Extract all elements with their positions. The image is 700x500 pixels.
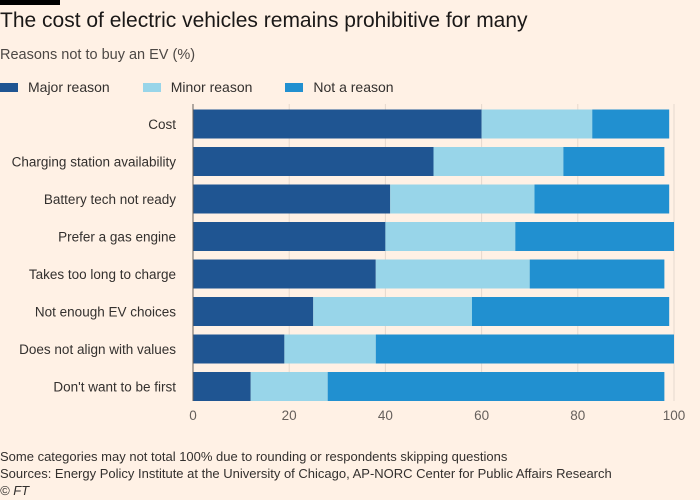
- bar-segment-not-a-reason: [529, 259, 665, 289]
- bar-segment-minor-reason: [481, 109, 593, 139]
- bar-segment-major-reason: [193, 334, 285, 364]
- bar-segment-not-a-reason: [592, 109, 670, 139]
- legend-label-not: Not a reason: [313, 79, 394, 95]
- bar-segment-major-reason: [193, 372, 251, 401]
- bar-segment-not-a-reason: [471, 297, 670, 326]
- x-tick-label: 0: [189, 408, 197, 423]
- legend-item-minor: Minor reason: [142, 79, 253, 95]
- category-label: Don't want to be first: [53, 380, 176, 395]
- bar-segment-major-reason: [193, 222, 386, 251]
- x-tick-label: 40: [378, 408, 393, 423]
- bar-segment-minor-reason: [250, 372, 328, 401]
- x-tick-label: 100: [663, 408, 686, 423]
- bar-segment-minor-reason: [284, 334, 376, 364]
- footnote: Some categories may not total 100% due t…: [0, 449, 508, 464]
- ft-credit: © FT: [0, 483, 30, 498]
- category-label: Does not align with values: [19, 342, 176, 357]
- ft-brand-bar: [0, 0, 60, 5]
- bar-segment-not-a-reason: [375, 334, 674, 364]
- legend-swatch-not: [285, 82, 304, 92]
- category-label: Charging station availability: [12, 155, 177, 170]
- bar-segment-major-reason: [193, 184, 391, 214]
- category-label: Takes too long to charge: [29, 267, 176, 282]
- category-label: Cost: [148, 117, 176, 132]
- stacked-bar-chart: Cost Charging station availability Battery…: [12, 104, 686, 423]
- bar-segment-minor-reason: [390, 184, 535, 214]
- legend-label-major: Major reason: [28, 79, 110, 95]
- category-label: Prefer a gas engine: [58, 230, 176, 245]
- bar-segment-not-a-reason: [515, 222, 674, 251]
- legend: Major reason Minor reason Not a reason: [0, 79, 427, 95]
- chart-subtitle: Reasons not to buy an EV (%): [0, 47, 196, 63]
- bar-segment-major-reason: [193, 109, 482, 139]
- chart-title: The cost of electric vehicles remains pr…: [0, 9, 528, 32]
- bar-segment-major-reason: [193, 147, 434, 176]
- legend-item-not: Not a reason: [285, 79, 394, 95]
- bar-segment-major-reason: [193, 297, 314, 326]
- legend-swatch-major: [0, 82, 18, 92]
- x-tick-label: 20: [282, 408, 297, 423]
- bar-segment-minor-reason: [313, 297, 472, 326]
- sources-note: Sources: Energy Policy Institute at the …: [0, 466, 612, 481]
- bar-segment-not-a-reason: [563, 147, 665, 176]
- category-label: Not enough EV choices: [35, 305, 176, 320]
- category-label: Battery tech not ready: [44, 192, 176, 207]
- legend-label-minor: Minor reason: [170, 79, 253, 95]
- bar-segment-minor-reason: [433, 147, 564, 176]
- legend-item-major: Major reason: [0, 79, 110, 95]
- bar-segment-major-reason: [193, 259, 376, 289]
- bar-segment-minor-reason: [375, 259, 530, 289]
- bar-segment-minor-reason: [385, 222, 516, 251]
- x-tick-label: 80: [570, 408, 585, 423]
- bar-segment-not-a-reason: [534, 184, 670, 214]
- legend-swatch-minor: [142, 82, 161, 92]
- bar-segment-not-a-reason: [327, 372, 665, 401]
- x-tick-label: 60: [474, 408, 489, 423]
